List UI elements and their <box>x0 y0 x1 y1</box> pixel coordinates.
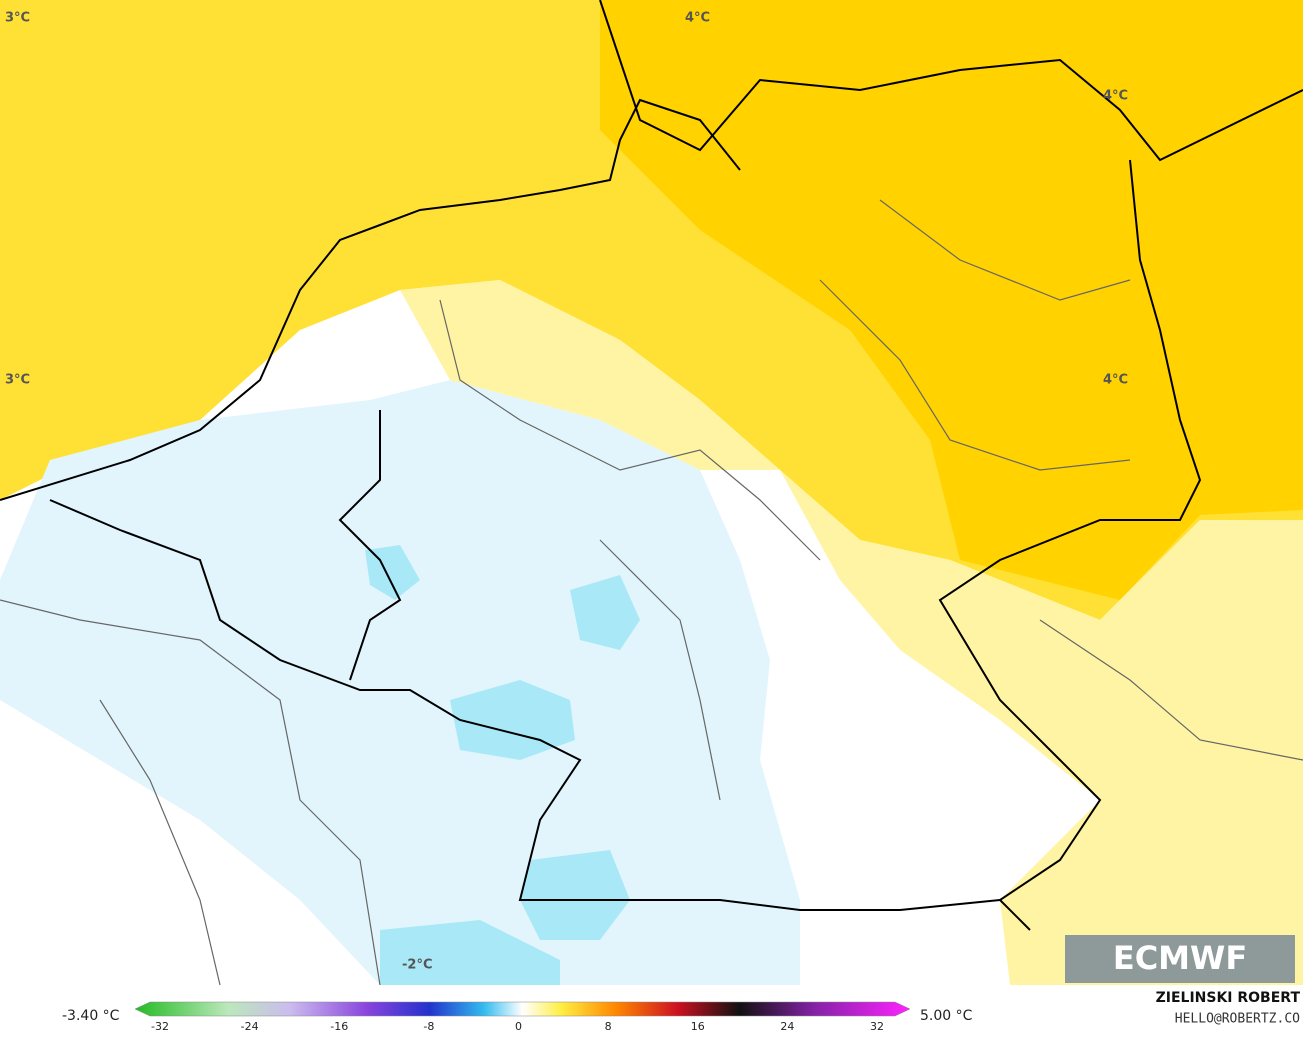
colorbar-max: 5.00 °C <box>920 1008 973 1024</box>
map-label: 3°C <box>5 11 30 26</box>
map-label: 4°C <box>1103 373 1128 388</box>
colorbar-tick-label: -16 <box>330 1020 348 1033</box>
cold-spot <box>570 575 640 650</box>
colorbar-tick-label: 32 <box>870 1020 884 1033</box>
cool-area <box>0 380 800 985</box>
logo-box <box>1065 935 1295 983</box>
credit-name: ZIELINSKI ROBERT <box>1156 990 1301 1006</box>
colorbar-tick-label: 0 <box>515 1020 522 1033</box>
credit-contact: HELLO@ROBERTZ.CO <box>1175 1012 1300 1027</box>
map-label: 4°C <box>1103 89 1128 104</box>
colorbar-tick-label: 24 <box>780 1020 794 1033</box>
colorbar <box>134 1001 911 1017</box>
mild-area <box>780 470 1303 985</box>
regions <box>0 199 1303 986</box>
cold-spot <box>450 680 575 760</box>
borders <box>0 0 1303 931</box>
mild-area <box>400 280 780 470</box>
cold-spot <box>380 920 560 985</box>
map-label: -2°C <box>402 958 432 973</box>
colorbar-tick-label: -32 <box>151 1020 169 1033</box>
map-label: 3°C <box>5 373 30 388</box>
cold-spot <box>520 850 630 940</box>
colorbar-tick-label: 16 <box>691 1020 705 1033</box>
colorbar-min: -3.40 °C <box>62 1008 120 1024</box>
colorbar-tick-label: 8 <box>605 1020 612 1033</box>
warmer-area <box>600 0 1303 600</box>
colorbar-tick-label: -8 <box>423 1020 434 1033</box>
colorbar-tick-label: -24 <box>241 1020 259 1033</box>
logo: ECMWF <box>1113 939 1247 977</box>
map-label: 4°C <box>685 11 710 26</box>
